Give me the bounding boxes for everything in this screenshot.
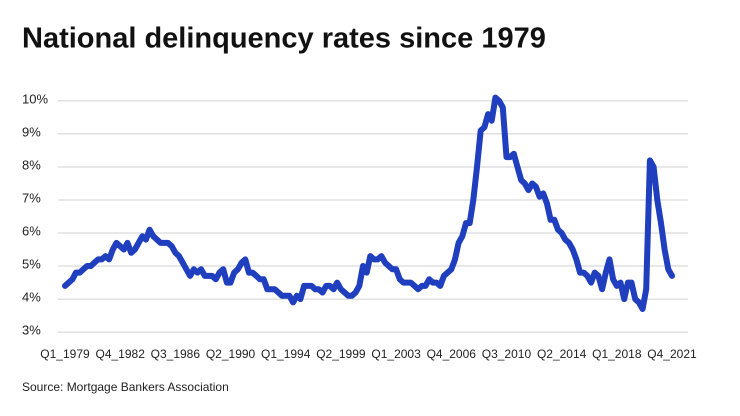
source: Source: Mortgage Bankers Association (22, 380, 229, 394)
x-tick-label: Q1_1979 (40, 347, 90, 361)
y-tick-label: 3% (22, 323, 41, 338)
x-tick-label: Q4_1982 (95, 347, 145, 361)
x-tick-label: Q3_2010 (482, 347, 532, 361)
x-tick-label: Q1_2003 (371, 347, 421, 361)
x-tick-label: Q1_1994 (261, 347, 311, 361)
x-tick-label: Q1_2018 (592, 347, 642, 361)
y-tick-label: 10% (22, 91, 48, 106)
x-tick-label: Q2_1990 (206, 347, 256, 361)
chart-title: National delinquency rates since 1979 (22, 23, 546, 55)
y-tick-label: 5% (22, 256, 41, 271)
y-tick-label: 7% (22, 190, 41, 205)
x-tick-label: Q2_2014 (537, 347, 587, 361)
x-tick-label: Q4_2021 (647, 347, 697, 361)
x-tick-label: Q4_2006 (427, 347, 477, 361)
y-tick-label: 6% (22, 223, 41, 238)
x-tick-label: Q2_1999 (316, 347, 366, 361)
y-tick-label: 9% (22, 124, 41, 139)
x-tick-label: Q3_1986 (151, 347, 201, 361)
y-tick-label: 8% (22, 157, 41, 172)
data-line (62, 94, 675, 312)
y-tick-label: 4% (22, 290, 41, 305)
